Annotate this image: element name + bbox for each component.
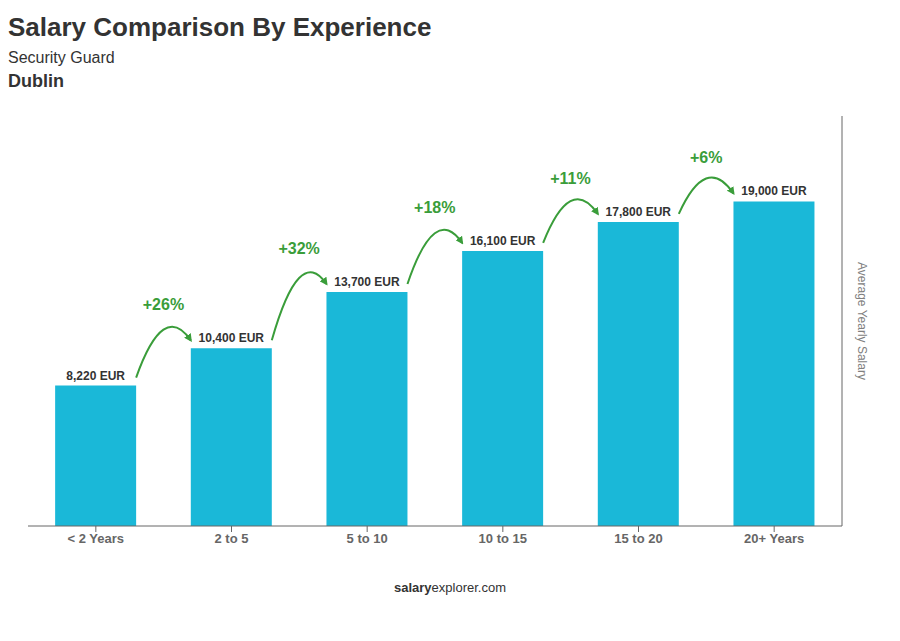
svg-text:+6%: +6% <box>690 149 722 166</box>
svg-text:5 to 10: 5 to 10 <box>347 531 388 546</box>
svg-text:+26%: +26% <box>143 296 184 313</box>
html-text:Security Guard: Security Guard <box>8 49 115 66</box>
svg-text:10,400 EUR: 10,400 EUR <box>199 331 265 345</box>
svg-text:20+ Years: 20+ Years <box>744 531 804 546</box>
svg-text:+32%: +32% <box>278 240 319 257</box>
html-text:Dublin: Dublin <box>8 71 64 91</box>
svg-text:10 to 15: 10 to 15 <box>479 531 527 546</box>
svg-text:17,800 EUR: 17,800 EUR <box>606 205 672 219</box>
svg-text:< 2 Years: < 2 Years <box>68 531 125 546</box>
svg-text:16,100 EUR: 16,100 EUR <box>470 234 536 248</box>
svg-text:2 to 5: 2 to 5 <box>215 531 249 546</box>
svg-text:19,000 EUR: 19,000 EUR <box>741 184 807 198</box>
html-text:Salary Comparison By Experienc: Salary Comparison By Experience <box>8 12 432 42</box>
svg-text:15 to 20: 15 to 20 <box>614 531 662 546</box>
svg-text:+18%: +18% <box>414 199 455 216</box>
html-text:salary explorer.com: salary explorer.com <box>394 580 506 595</box>
svg-text:8,220 EUR: 8,220 EUR <box>66 369 125 383</box>
svg-text:Average Yearly Salary: Average Yearly Salary <box>855 262 869 380</box>
svg-text:+11%: +11% <box>550 170 590 187</box>
svg-text:13,700 EUR: 13,700 EUR <box>334 275 400 289</box>
